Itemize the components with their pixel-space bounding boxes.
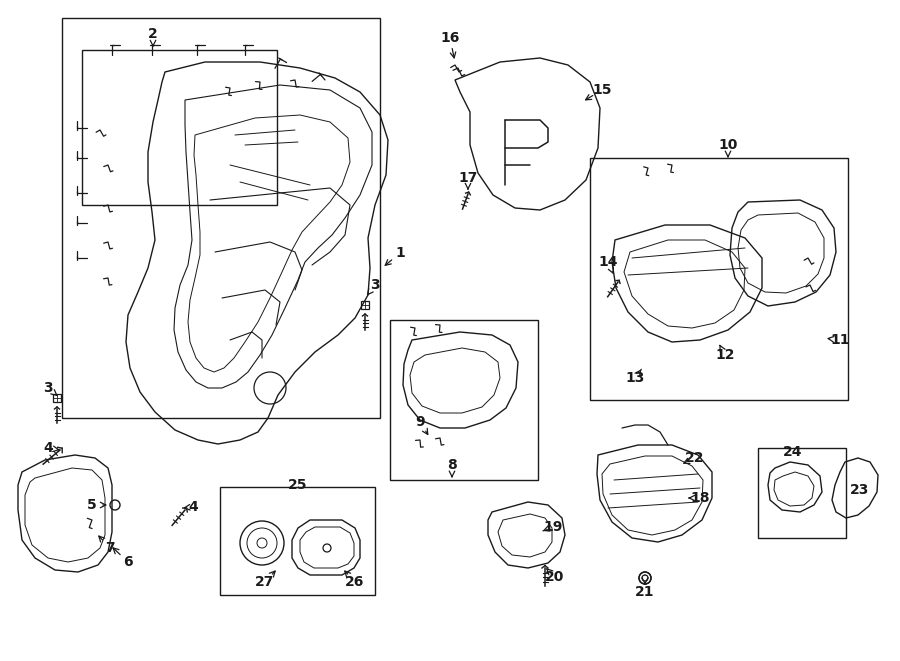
Bar [82, 50, 277, 205]
Text: 16: 16 [440, 31, 460, 45]
Text: 26: 26 [346, 575, 365, 589]
Bar [53, 394, 61, 402]
Text: 24: 24 [783, 445, 803, 459]
Text: 10: 10 [718, 138, 738, 152]
Text: 25: 25 [288, 478, 308, 492]
Text: 3: 3 [370, 278, 380, 292]
Text: 9: 9 [415, 415, 425, 429]
Text: 4: 4 [43, 441, 53, 455]
Bar [758, 448, 846, 538]
Text: 27: 27 [256, 575, 274, 589]
Text: 21: 21 [635, 585, 655, 599]
Bar [390, 320, 538, 480]
Text: 14: 14 [598, 255, 617, 269]
Text: 5: 5 [87, 498, 97, 512]
Text: 13: 13 [626, 371, 644, 385]
Text: 4: 4 [188, 500, 198, 514]
Text: 20: 20 [545, 570, 564, 584]
Text: 3: 3 [43, 381, 53, 395]
Text: 22: 22 [685, 451, 705, 465]
Bar [220, 487, 375, 595]
Text: 8: 8 [447, 458, 457, 472]
Text: 19: 19 [544, 520, 562, 534]
Bar [62, 18, 380, 418]
Text: 17: 17 [458, 171, 478, 185]
Text: 18: 18 [690, 491, 710, 505]
Text: 7: 7 [105, 541, 115, 555]
Bar [361, 301, 369, 309]
Text: 11: 11 [830, 333, 850, 347]
Text: 12: 12 [716, 348, 734, 362]
Bar [590, 158, 848, 400]
Text: 15: 15 [592, 83, 612, 97]
Text: 2: 2 [148, 27, 157, 41]
Text: 23: 23 [850, 483, 869, 497]
Text: 1: 1 [395, 246, 405, 260]
Text: 6: 6 [123, 555, 133, 569]
